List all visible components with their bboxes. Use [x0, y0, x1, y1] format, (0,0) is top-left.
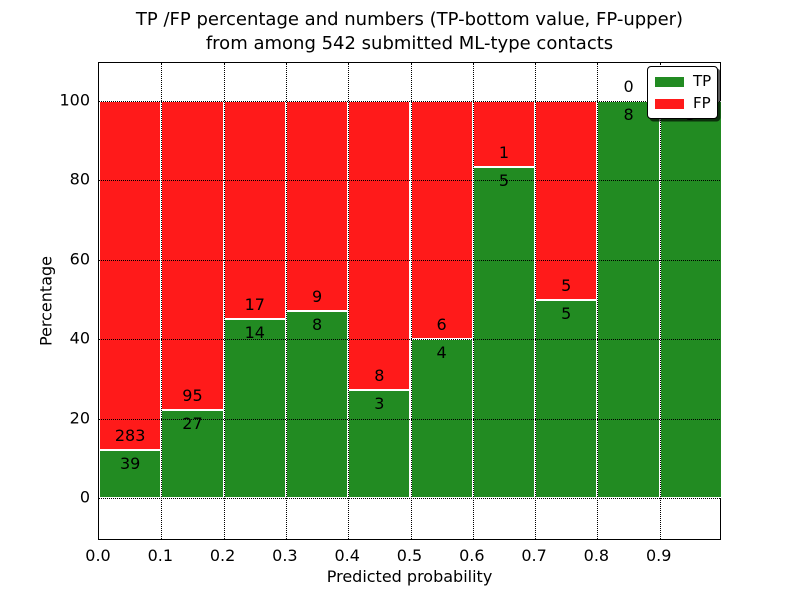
x-tick-label: 0.7	[521, 546, 547, 565]
tp-swatch-icon	[655, 76, 684, 87]
chart-title-line2: from among 542 submitted ML-type contact…	[205, 33, 614, 54]
legend-label-tp: TP	[693, 72, 712, 90]
tp-count-label: 3	[374, 393, 385, 413]
h-gridline	[99, 101, 720, 102]
tp-count-label: 8	[311, 315, 323, 335]
v-gridline	[597, 63, 599, 539]
v-gridline	[472, 63, 474, 539]
bar-fp-segment	[223, 101, 286, 319]
y-tick-label: 100	[59, 90, 90, 110]
plot-area: TP FP 283399527171498836415550805	[98, 62, 722, 540]
tp-count-label: 39	[119, 453, 141, 473]
x-tick-label: 0.2	[209, 546, 236, 565]
x-tick-label: 0.1	[147, 546, 174, 565]
x-tick-label: 0.3	[272, 546, 298, 565]
bar-tp-segment	[659, 101, 722, 498]
x-tick-label: 0.4	[334, 546, 360, 565]
bar-tp-segment	[535, 299, 598, 498]
x-tick-label: 0.6	[459, 546, 485, 565]
tp-count-label: 27	[182, 414, 203, 434]
fp-count-label: 5	[561, 275, 572, 295]
fp-count-label: 8	[374, 365, 385, 385]
bar-tp-segment	[161, 410, 224, 498]
h-gridline	[99, 180, 720, 182]
x-axis-label: Predicted probability	[326, 567, 493, 586]
legend-item-fp: FP	[655, 94, 711, 112]
x-tick-label: 0.0	[85, 546, 111, 565]
v-gridline	[223, 63, 225, 539]
legend: TP FP	[647, 66, 718, 119]
v-gridline	[161, 63, 163, 539]
bar-tp-segment	[597, 101, 660, 498]
bar-fp-segment	[535, 101, 598, 300]
h-gridline	[99, 339, 720, 341]
tp-count-label: 4	[436, 343, 447, 363]
bar-tp-segment	[99, 449, 162, 498]
y-tick-label: 0	[79, 487, 90, 507]
v-gridline	[410, 63, 412, 539]
fp-count-label: 283	[114, 425, 146, 445]
y-tick-label: 20	[69, 408, 90, 428]
legend-item-tp: TP	[655, 72, 712, 90]
x-tick-label: 0.5	[396, 546, 423, 565]
tp-count-label: 8	[623, 105, 634, 124]
bar-fp-segment	[99, 101, 162, 450]
y-tick-label: 60	[69, 249, 90, 269]
fp-count-label: 9	[311, 287, 323, 307]
fp-count-label: 1	[498, 143, 510, 163]
x-tick-label: 0.8	[583, 546, 610, 565]
y-tick-label: 80	[69, 169, 90, 189]
legend-label-fp: FP	[693, 94, 711, 112]
tp-count-label: 14	[244, 322, 265, 342]
fp-count-label: 6	[436, 315, 447, 335]
bar-fp-segment	[348, 101, 411, 390]
y-tick-label: 40	[69, 328, 90, 348]
bar-tp-segment	[223, 318, 286, 498]
v-gridline	[348, 63, 350, 539]
bar-fp-segment	[285, 101, 349, 312]
bar-fp-segment	[161, 101, 224, 411]
h-gridline	[99, 259, 720, 261]
bar-tp-segment	[348, 389, 411, 498]
bar-tp-segment	[472, 167, 536, 498]
v-gridline	[535, 63, 537, 539]
chart-title: TP /FP percentage and numbers (TP-bottom…	[98, 8, 721, 56]
v-gridline	[659, 63, 661, 539]
fp-count-label: 95	[182, 386, 203, 406]
h-gridline	[99, 418, 720, 420]
tp-count-label: 5	[498, 171, 510, 191]
tp-count-label: 5	[561, 303, 572, 323]
chart-title-line1: TP /FP percentage and numbers (TP-bottom…	[135, 9, 684, 30]
bar-fp-segment	[410, 101, 473, 340]
x-tick-label: 0.9	[645, 546, 672, 565]
v-gridline	[285, 63, 287, 539]
fp-swatch-icon	[655, 98, 684, 109]
fp-count-label: 17	[244, 294, 265, 314]
h-gridline	[99, 498, 720, 499]
fp-count-label: 0	[623, 77, 634, 96]
